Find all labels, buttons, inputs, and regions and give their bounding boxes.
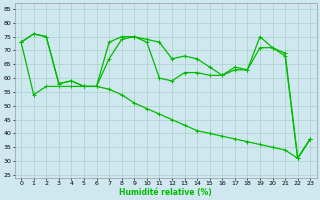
X-axis label: Humidité relative (%): Humidité relative (%) (119, 188, 212, 197)
